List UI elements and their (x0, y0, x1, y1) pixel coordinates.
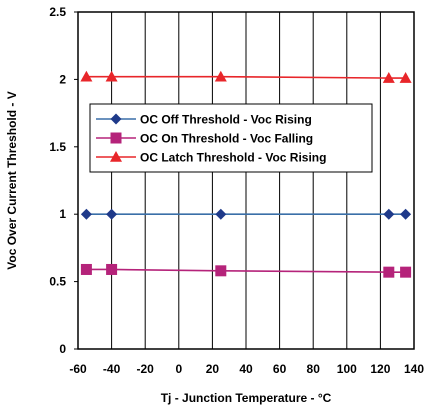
y-axis-ticks: 0 0.5 1 1.5 2 2.5 (49, 5, 78, 356)
x-axis-title: Tj - Junction Temperature - °C (161, 391, 332, 405)
data-point (383, 208, 395, 220)
x-tick-label: -40 (103, 362, 121, 376)
data-point (106, 263, 118, 275)
gridlines (111, 12, 381, 349)
legend-marker (110, 151, 122, 162)
data-point (105, 70, 118, 82)
y-tick-label: 0 (59, 342, 66, 356)
legend-label: OC Latch Threshold - Voc Rising (140, 151, 326, 165)
data-point (382, 72, 395, 83)
y-tick-label: 2.5 (49, 5, 66, 19)
series-1 (80, 263, 412, 278)
x-tick-label: 80 (307, 362, 321, 376)
y-axis-title: Voc Over Current Threshold - V (5, 91, 19, 269)
legend-item: OC Off Threshold - Voc Rising (96, 113, 312, 127)
data-point (399, 72, 412, 83)
plot-area (77, 11, 415, 350)
legend: OC Off Threshold - Voc Rising OC On Thres… (89, 103, 373, 173)
data-point (215, 265, 227, 277)
x-tick-label: 120 (370, 362, 390, 376)
x-tick-label: 140 (404, 362, 424, 376)
y-tick-label: 1.5 (49, 140, 66, 154)
data-point (214, 70, 227, 82)
data-point (80, 263, 92, 275)
x-tick-label: 0 (175, 362, 182, 376)
series-2 (80, 70, 412, 83)
legend-marker (110, 132, 122, 144)
legend-box (89, 103, 373, 173)
data-point (400, 208, 412, 220)
x-tick-label: -20 (137, 362, 155, 376)
x-axis-ticks: -60 -40 -20 0 20 40 60 80 100 120 140 (69, 362, 424, 376)
legend-label: OC On Threshold - Voc Falling (140, 132, 313, 146)
x-tick-label: -60 (69, 362, 87, 376)
data-point (400, 266, 412, 278)
x-tick-label: 100 (337, 362, 357, 376)
data-point (383, 266, 395, 278)
y-tick-label: 2 (59, 72, 66, 86)
data-point (80, 70, 93, 82)
x-tick-label: 20 (206, 362, 220, 376)
series-layer (80, 70, 412, 278)
x-tick-label: 60 (273, 362, 287, 376)
y-tick-label: 0.5 (49, 275, 66, 289)
legend-item: OC On Threshold - Voc Falling (96, 132, 313, 146)
legend-marker (110, 113, 122, 125)
data-point (215, 208, 227, 220)
series-0 (80, 208, 412, 220)
x-tick-label: 40 (239, 362, 253, 376)
legend-item: OC Latch Threshold - Voc Rising (96, 151, 326, 165)
data-point (106, 208, 118, 220)
legend-label: OC Off Threshold - Voc Rising (140, 113, 312, 127)
y-tick-label: 1 (59, 207, 66, 221)
data-point (80, 208, 92, 220)
